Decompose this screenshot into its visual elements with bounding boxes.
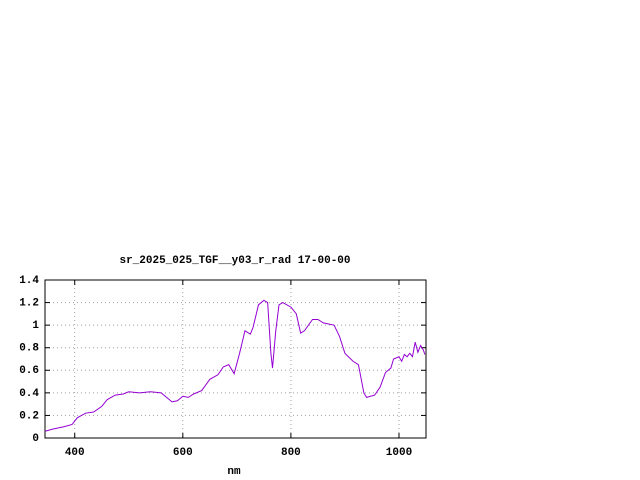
y-tick-label: 0.2 (19, 410, 39, 422)
x-tick-label: 800 (281, 447, 301, 459)
y-tick-label: 0.4 (19, 388, 39, 400)
plot-frame (44, 279, 427, 439)
y-tick-label: 0.6 (19, 365, 39, 377)
y-tick-label: 1 (32, 320, 39, 332)
y-tick-label: 1.2 (19, 297, 39, 309)
y-tick-label: 0.8 (19, 343, 39, 355)
x-tick-label: 400 (65, 447, 85, 459)
x-axis-label: nm (227, 466, 241, 478)
x-tick-label: 600 (173, 447, 193, 459)
x-tick-label: 1000 (386, 447, 412, 459)
y-tick-label: 0 (32, 433, 39, 445)
data-line (44, 299, 426, 432)
chart-title: sr_2025_025_TGF__y03_r_rad 17-00-00 (119, 255, 350, 267)
y-tick-label: 1.4 (19, 275, 39, 287)
